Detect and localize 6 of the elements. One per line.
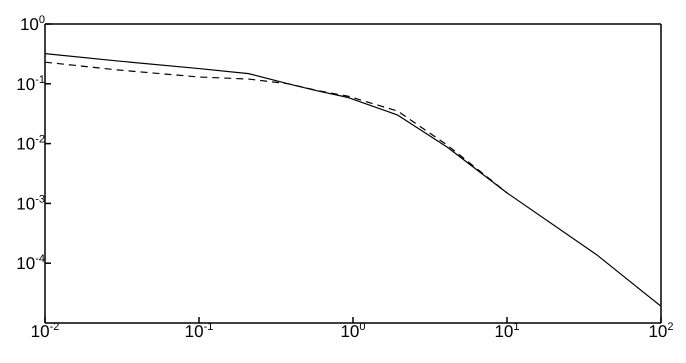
y-tick-label: 10$^{-3}$ — [16, 193, 45, 214]
y-tick-label: 10$^{0}$ — [20, 14, 45, 34]
y-tick-label: 10$^{-1}$ — [16, 74, 45, 94]
y-tick-label: 10$^{-2}$ — [16, 133, 45, 154]
x-tick-label: 10$^{2}$ — [648, 320, 674, 341]
y-tick-label: 10$^{-4}$ — [16, 253, 45, 274]
